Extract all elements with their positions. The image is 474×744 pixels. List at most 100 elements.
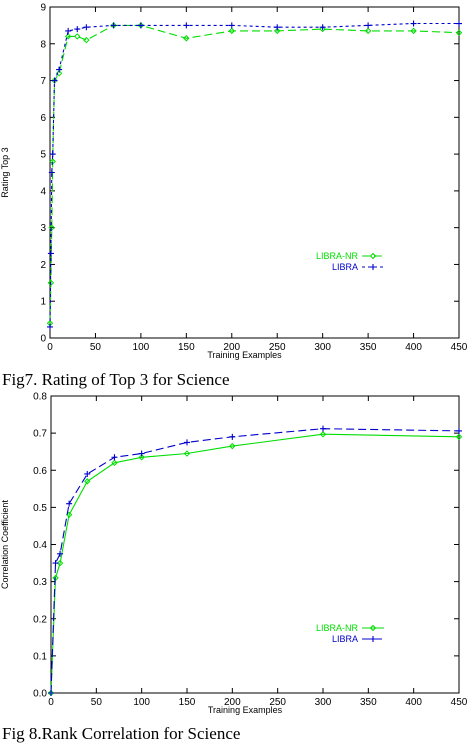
data-point [111, 459, 118, 467]
x-tick-label: 50 [90, 342, 102, 353]
data-point [137, 22, 144, 29]
data-point [110, 22, 117, 29]
y-tick-label: 5 [40, 150, 46, 161]
data-point [138, 450, 145, 457]
data-point [410, 20, 417, 27]
plot-frame [50, 395, 460, 694]
x-tick-label: 450 [451, 697, 468, 708]
y-tick-label: 7 [40, 76, 46, 87]
series-libra [48, 425, 462, 696]
data-point [456, 20, 462, 27]
data-point [74, 26, 81, 33]
x-tick-label: 50 [91, 697, 103, 708]
y-tick-label: 3 [40, 223, 46, 234]
data-point [183, 22, 190, 29]
data-point [229, 442, 236, 450]
data-point [455, 433, 463, 441]
figure-caption-1: Fig7. Rating of Top 3 for Science [2, 370, 230, 389]
y-tick-label: 8 [40, 39, 46, 50]
x-tick-label: 0 [48, 697, 54, 708]
legend-marker [370, 264, 376, 270]
data-point [52, 574, 59, 582]
data-point [56, 559, 64, 567]
y-tick-label: 1 [40, 297, 46, 308]
data-point [47, 323, 53, 330]
y-axis-label: Rating Top 3 [0, 147, 10, 197]
plot-frame [49, 6, 460, 339]
legend-marker [369, 624, 377, 632]
series-libra-nr [46, 22, 463, 327]
data-point [55, 69, 63, 77]
y-tick-label: 0.6 [33, 466, 47, 477]
data-point [183, 35, 190, 42]
data-point [47, 250, 54, 257]
y-tick-label: 0 [40, 334, 46, 345]
legend-label: LIBRA-NR [316, 251, 359, 261]
data-point [74, 33, 81, 40]
data-point [456, 427, 462, 434]
data-point [48, 224, 56, 231]
series-line [49, 22, 459, 328]
data-point [66, 500, 73, 507]
y-tick-label: 4 [40, 186, 46, 197]
data-point [57, 550, 64, 557]
data-point [229, 433, 236, 440]
legend-marker [370, 636, 376, 642]
data-point [65, 27, 72, 34]
y-tick-label: 0.1 [33, 651, 47, 662]
x-tick-label: 150 [179, 697, 196, 708]
data-point [83, 24, 90, 31]
figure-caption-2: Fig 8.Rank Correlation for Science [2, 724, 241, 743]
data-point [48, 169, 55, 176]
data-point [47, 279, 55, 287]
data-point [184, 439, 190, 446]
x-tick-label: 400 [405, 342, 422, 353]
x-tick-label: 300 [314, 342, 331, 353]
data-point [410, 27, 417, 35]
legend-label: LIBRA [332, 634, 358, 644]
x-tick-label: 300 [315, 697, 332, 708]
data-point [228, 27, 235, 35]
x-tick-label: 0 [47, 342, 53, 353]
y-tick-label: 0.5 [33, 503, 47, 514]
x-axis-label: Training Examples [207, 350, 282, 360]
y-tick-label: 0.8 [33, 392, 47, 403]
data-point [83, 36, 90, 44]
data-point [319, 25, 326, 33]
x-tick-label: 200 [224, 697, 241, 708]
data-point [51, 77, 58, 84]
x-tick-label: 350 [360, 342, 377, 353]
data-point [320, 425, 326, 432]
x-tick-label: 100 [133, 342, 150, 353]
y-tick-label: 0.4 [33, 540, 47, 551]
data-point [84, 478, 91, 485]
legend-label: LIBRA [332, 262, 358, 272]
series-libra [47, 20, 462, 330]
data-point [455, 29, 463, 36]
data-point [228, 22, 235, 29]
data-point [183, 450, 191, 457]
data-point [48, 690, 54, 696]
chart-2: 0.0 0.1 0.2 0.3 0.4 0.5 0.6 0.7 0.8 0 50 100 150 200 2… [0, 392, 468, 716]
x-axis-label: Training Examples [208, 705, 283, 715]
x-tick-label: 150 [178, 342, 195, 353]
legend-marker [369, 252, 377, 260]
y-tick-label: 6 [40, 113, 46, 124]
y-tick-label: 0.2 [33, 614, 47, 625]
chart-1: 0 1 2 3 4 5 6 7 8 9 0 50 100 150 200 250 300 350 400 450 Tra… [0, 3, 468, 361]
data-point [84, 470, 91, 477]
data-point [365, 22, 372, 29]
series-line [49, 24, 460, 324]
y-tick-label: 2 [40, 260, 46, 271]
x-tick-label: 400 [405, 697, 422, 708]
y-tick-label: 9 [40, 3, 46, 14]
series-libra-nr [47, 431, 463, 697]
data-point [64, 33, 72, 40]
y-axis-label: Correlation Coefficient [0, 500, 10, 589]
x-tick-label: 250 [269, 697, 286, 708]
data-point [274, 24, 281, 31]
y-tick-label: 0.3 [33, 577, 47, 588]
data-point [319, 24, 326, 31]
x-tick-label: 100 [133, 697, 150, 708]
